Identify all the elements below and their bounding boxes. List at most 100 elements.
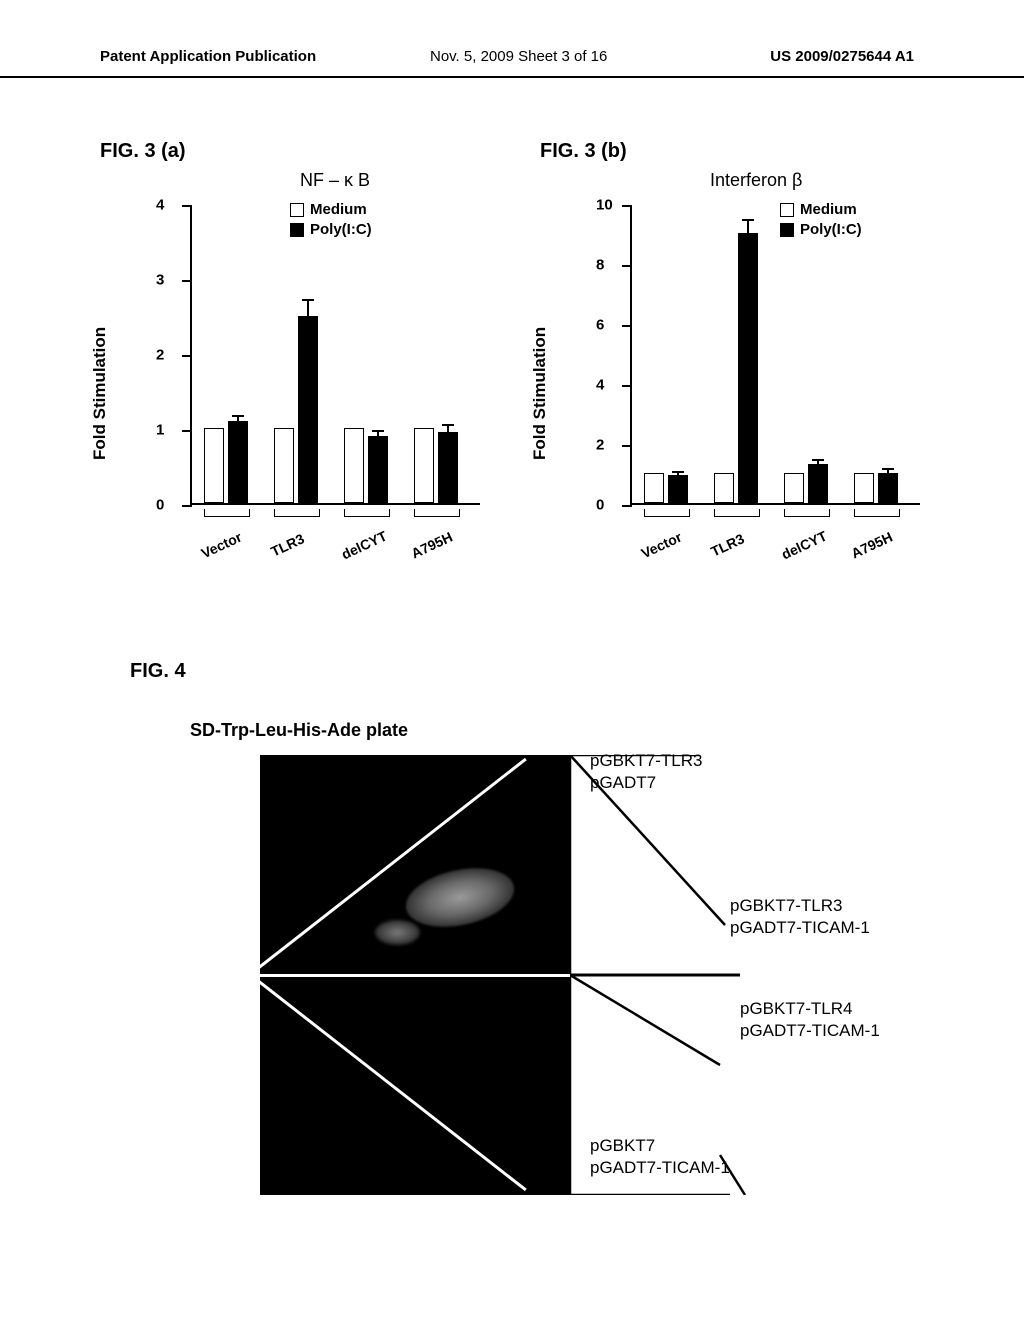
xtick-label: Vector (199, 529, 245, 562)
fig3a-panel: FIG. 3 (a) NF – κ B Medium Poly(I:C) Fol… (100, 140, 520, 600)
y2h-label-line: pGBKT7-TLR3 (590, 750, 702, 772)
ytick (622, 265, 632, 267)
bar (644, 473, 664, 503)
error-bar (677, 473, 679, 475)
page-header: Patent Application Publication Nov. 5, 2… (0, 48, 1024, 78)
y2h-label-line: pGADT7-TICAM-1 (740, 1020, 880, 1042)
fig3b-plot: 0246810VectorTLR3delCYTA795H (630, 205, 920, 505)
xtick-label: A795H (849, 529, 895, 562)
ytick-label: 4 (596, 377, 604, 394)
error-cap (302, 299, 314, 301)
error-bar (887, 470, 889, 473)
ytick (182, 280, 192, 282)
yeast-colony (375, 920, 420, 945)
group-bracket (344, 509, 390, 517)
bar (808, 464, 828, 503)
y2h-label-line: pGBKT7 (590, 1135, 730, 1157)
fig3b-ylabel: Fold Stimulation (530, 327, 550, 460)
error-bar (377, 432, 379, 436)
ytick-label: 6 (596, 317, 604, 334)
y2h-label-4: pGBKT7 pGADT7-TICAM-1 (590, 1135, 730, 1179)
yeast-colony (400, 859, 519, 936)
bar (414, 428, 434, 503)
fig3-row: FIG. 3 (a) NF – κ B Medium Poly(I:C) Fol… (100, 140, 934, 600)
error-cap (672, 471, 684, 473)
fig4-panel: FIG. 4 SD-Trp-Leu-His-Ade plate pGBKT7-T… (130, 660, 934, 683)
ytick (182, 205, 192, 207)
fig3b-title: Interferon β (710, 170, 802, 191)
bar (878, 473, 898, 503)
error-cap (232, 415, 244, 417)
ytick (622, 445, 632, 447)
ytick (182, 505, 192, 507)
y2h-label-line: pGBKT7-TLR3 (730, 895, 870, 917)
xtick-label: TLR3 (268, 530, 306, 559)
group-bracket (714, 509, 760, 517)
y2h-plate (260, 755, 570, 1195)
plate-divider (260, 974, 570, 977)
ytick-label: 0 (156, 497, 164, 514)
xtick-label: TLR3 (708, 530, 746, 559)
y2h-label-line: pGADT7-TICAM-1 (730, 917, 870, 939)
error-bar (307, 301, 309, 316)
ytick-label: 8 (596, 257, 604, 274)
ytick-label: 0 (596, 497, 604, 514)
ytick-label: 1 (156, 422, 164, 439)
fig3b-label: FIG. 3 (b) (540, 140, 627, 163)
bar (298, 316, 318, 504)
bar (368, 436, 388, 504)
y2h-key-lines (570, 755, 930, 1195)
ytick-label: 2 (156, 347, 164, 364)
xtick-label: Vector (639, 529, 685, 562)
fig4-label: FIG. 4 (130, 660, 934, 683)
error-cap (442, 424, 454, 426)
group-bracket (204, 509, 250, 517)
header-pubnum: US 2009/0275644 A1 (770, 48, 914, 65)
fig3a-label: FIG. 3 (a) (100, 140, 186, 163)
ytick-label: 2 (596, 437, 604, 454)
ytick (182, 355, 192, 357)
ytick (622, 205, 632, 207)
header-publication: Patent Application Publication (100, 48, 316, 65)
error-cap (882, 468, 894, 470)
bar (204, 428, 224, 503)
ytick (622, 385, 632, 387)
error-cap (372, 430, 384, 432)
y2h-label-3: pGBKT7-TLR4 pGADT7-TICAM-1 (740, 998, 880, 1042)
header-date-sheet: Nov. 5, 2009 Sheet 3 of 16 (430, 48, 607, 65)
bar (738, 233, 758, 503)
y2h-label-line: pGADT7-TICAM-1 (590, 1157, 730, 1179)
fig3a-plot: 01234VectorTLR3delCYTA795H (190, 205, 480, 505)
y2h-label-line: pGADT7 (590, 772, 702, 794)
bar (668, 475, 688, 504)
y2h-label-2: pGBKT7-TLR3 pGADT7-TICAM-1 (730, 895, 870, 939)
ytick (622, 505, 632, 507)
fig4-subtitle: SD-Trp-Leu-His-Ade plate (190, 720, 408, 741)
group-bracket (784, 509, 830, 517)
bar (438, 432, 458, 503)
ytick-label: 10 (596, 197, 613, 214)
fig3a-title: NF – κ B (300, 170, 370, 191)
group-bracket (854, 509, 900, 517)
ytick (182, 430, 192, 432)
ytick-label: 4 (156, 197, 164, 214)
ytick (622, 325, 632, 327)
error-bar (447, 426, 449, 432)
bar (854, 473, 874, 503)
bar (274, 428, 294, 503)
xtick-label: delCYT (779, 528, 829, 563)
error-bar (817, 461, 819, 464)
fig3a-ylabel: Fold Stimulation (90, 327, 110, 460)
xtick-label: A795H (409, 529, 455, 562)
fig3b-panel: FIG. 3 (b) Interferon β Medium Poly(I:C)… (540, 140, 960, 600)
group-bracket (414, 509, 460, 517)
bar (228, 421, 248, 504)
group-bracket (274, 509, 320, 517)
bar (714, 473, 734, 503)
error-cap (812, 459, 824, 461)
xtick-label: delCYT (339, 528, 389, 563)
y2h-label-line: pGBKT7-TLR4 (740, 998, 880, 1020)
y2h-label-1: pGBKT7-TLR3 pGADT7 (590, 750, 702, 794)
ytick-label: 3 (156, 272, 164, 289)
bar (344, 428, 364, 503)
